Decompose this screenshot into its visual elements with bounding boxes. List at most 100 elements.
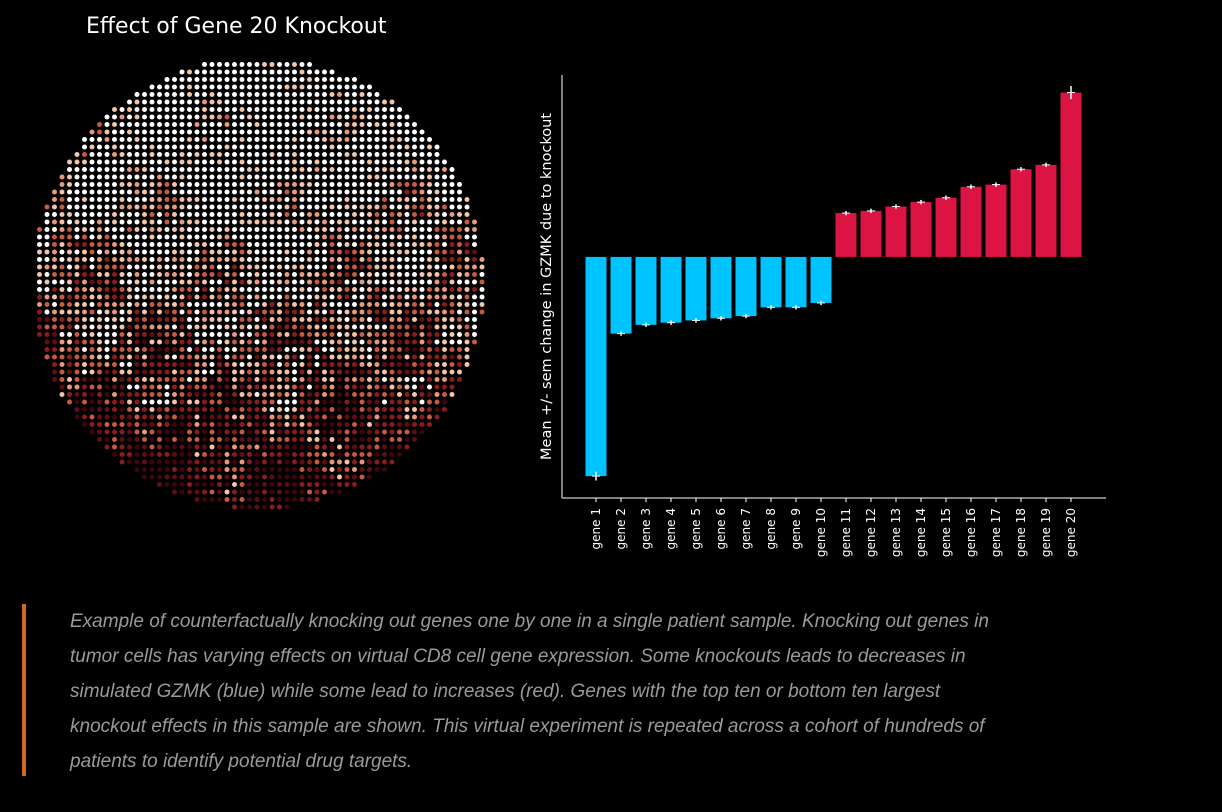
spatial-dot <box>134 407 140 412</box>
spatial-dot <box>284 324 290 330</box>
spatial-dot <box>344 384 350 390</box>
spatial-dot <box>67 257 72 262</box>
spatial-dot <box>59 324 65 330</box>
spatial-dot <box>179 414 185 420</box>
spatial-dot <box>112 249 117 255</box>
spatial-dot <box>307 347 312 352</box>
spatial-dot <box>254 467 260 472</box>
spatial-dot <box>344 474 350 480</box>
spatial-dot <box>359 257 365 262</box>
spatial-dot <box>254 497 260 502</box>
spatial-dot <box>209 77 215 82</box>
spatial-dot <box>104 182 110 187</box>
spatial-dot <box>337 489 342 495</box>
spatial-dot <box>104 144 110 150</box>
spatial-dot <box>329 152 335 157</box>
spatial-dot <box>434 234 440 240</box>
spatial-dot <box>292 167 297 172</box>
spatial-dot <box>382 317 387 322</box>
spatial-dot <box>472 339 477 345</box>
spatial-dot <box>172 107 177 112</box>
spatial-dot <box>344 249 350 255</box>
spatial-dot <box>382 362 387 367</box>
spatial-dot <box>479 264 485 270</box>
spatial-dot <box>397 174 402 180</box>
spatial-dot <box>89 174 95 180</box>
spatial-dot <box>449 369 455 375</box>
spatial-dot <box>134 129 140 135</box>
spatial-dot <box>74 189 80 195</box>
spatial-dot <box>74 197 80 202</box>
spatial-dot <box>149 324 155 330</box>
spatial-dot <box>134 197 140 202</box>
spatial-dot <box>67 204 72 210</box>
spatial-dot <box>67 279 72 285</box>
spatial-dot <box>209 84 215 90</box>
spatial-dot <box>404 197 410 202</box>
spatial-dot <box>277 384 282 390</box>
spatial-dot <box>164 219 170 225</box>
spatial-dot <box>232 182 237 187</box>
spatial-dot <box>187 354 192 360</box>
spatial-dot <box>254 392 260 397</box>
spatial-dot <box>329 189 335 195</box>
spatial-dot <box>74 242 80 247</box>
spatial-dot <box>457 347 462 352</box>
spatial-dot <box>179 279 185 285</box>
spatial-dot <box>239 174 245 180</box>
spatial-dot <box>337 167 342 172</box>
spatial-dot <box>352 264 357 270</box>
spatial-dot <box>104 422 110 427</box>
spatial-dot <box>352 332 357 337</box>
spatial-dot <box>329 114 335 120</box>
spatial-dot <box>164 362 170 367</box>
spatial-dot <box>359 429 365 435</box>
spatial-dot <box>292 272 297 277</box>
spatial-dot <box>329 324 335 330</box>
spatial-dot <box>442 257 447 262</box>
spatial-dot <box>149 279 155 285</box>
spatial-dot <box>202 294 207 300</box>
spatial-dot <box>239 474 245 480</box>
spatial-dot <box>142 324 147 330</box>
spatial-dot <box>397 302 402 307</box>
spatial-dot <box>194 249 200 255</box>
spatial-dot <box>127 272 132 277</box>
spatial-dot <box>299 152 305 157</box>
spatial-dot <box>217 114 222 120</box>
spatial-dot <box>352 227 357 232</box>
spatial-dot <box>149 84 155 90</box>
spatial-dot <box>389 242 395 247</box>
spatial-dot <box>322 159 327 165</box>
spatial-dot <box>194 384 200 390</box>
spatial-dot <box>127 279 132 285</box>
spatial-dot <box>119 234 125 240</box>
spatial-dot <box>172 347 177 352</box>
spatial-dot <box>217 489 222 495</box>
spatial-dot <box>142 279 147 285</box>
spatial-dot <box>247 339 252 345</box>
spatial-dot <box>419 377 425 382</box>
spatial-dot <box>164 377 170 382</box>
spatial-dot <box>179 107 185 112</box>
spatial-dot <box>374 99 380 105</box>
spatial-dot <box>142 332 147 337</box>
spatial-dot <box>299 437 305 442</box>
spatial-dot <box>44 302 50 307</box>
spatial-dot <box>82 137 87 142</box>
spatial-dot <box>284 137 290 142</box>
spatial-dot <box>382 174 387 180</box>
spatial-dot <box>224 114 230 120</box>
spatial-dot <box>434 377 440 382</box>
spatial-dot <box>329 309 335 315</box>
spatial-dot <box>359 452 365 457</box>
spatial-dot <box>329 272 335 277</box>
spatial-dot <box>277 152 282 157</box>
spatial-dot <box>442 167 447 172</box>
spatial-dot <box>104 317 110 322</box>
spatial-dot <box>179 354 185 360</box>
spatial-dot <box>419 137 425 142</box>
spatial-dot <box>194 197 200 202</box>
spatial-dot <box>164 84 170 90</box>
spatial-dot <box>269 414 275 420</box>
